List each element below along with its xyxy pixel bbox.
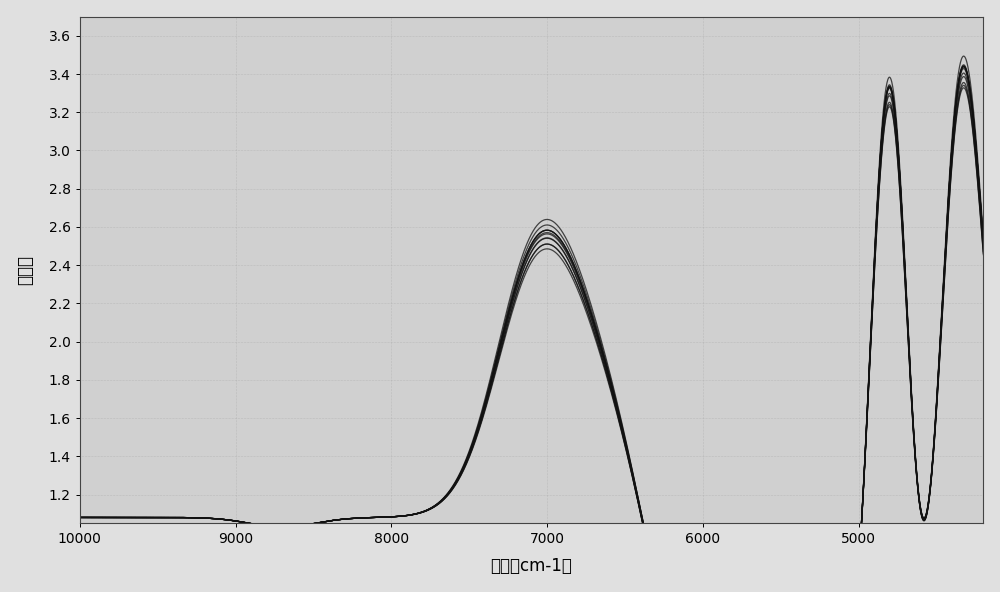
Y-axis label: 吸光度: 吸光度 bbox=[17, 255, 35, 285]
X-axis label: 波数（cm-1）: 波数（cm-1） bbox=[491, 557, 572, 575]
